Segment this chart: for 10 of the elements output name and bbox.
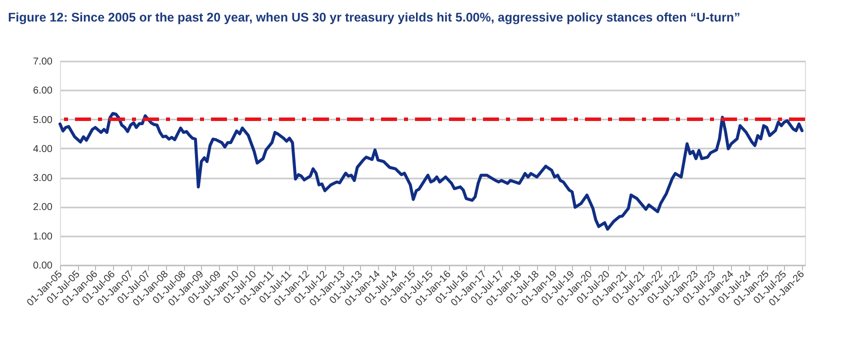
y-tick-label: 6.00 bbox=[33, 86, 53, 97]
y-tick-label: 4.00 bbox=[33, 144, 53, 155]
y-tick-label: 1.00 bbox=[33, 231, 53, 242]
y-tick-label: 0.00 bbox=[33, 260, 53, 272]
y-tick-label: 7.00 bbox=[33, 56, 53, 68]
chart-title: Figure 12: Since 2005 or the past 20 year, when US 30 yr treasury yields hit 5.00%, aggressive policy stances often “U-turn” bbox=[8, 10, 740, 24]
y-tick-label: 2.00 bbox=[33, 202, 53, 214]
line-series bbox=[58, 112, 804, 231]
y-tick-label: 3.00 bbox=[33, 173, 53, 184]
y-tick-label: 5.00 bbox=[33, 114, 53, 126]
